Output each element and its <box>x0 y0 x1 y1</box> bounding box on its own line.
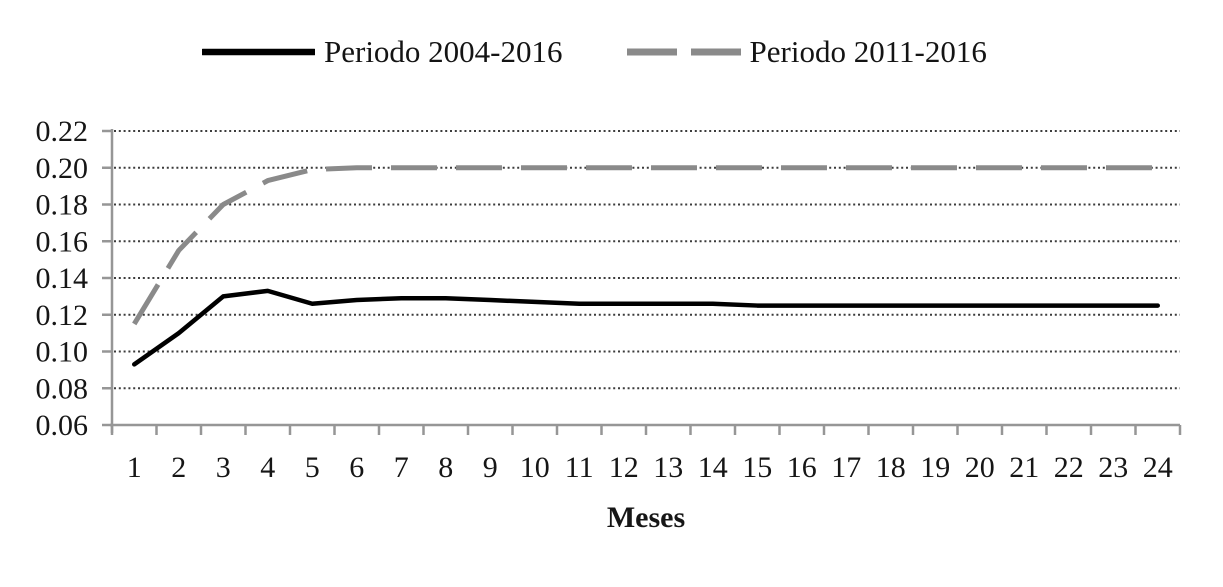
legend-item-periodo-2004-2016: Periodo 2004-2016 <box>202 33 563 71</box>
y-tick-label: 0.22 <box>36 115 89 148</box>
x-tick-label: 9 <box>483 451 498 484</box>
y-tick-label: 0.08 <box>36 372 89 405</box>
x-tick-label: 20 <box>965 451 995 484</box>
series-line-periodo-2011-2016 <box>132 165 1158 326</box>
x-tick-label: 13 <box>653 451 683 484</box>
y-tick-label: 0.18 <box>36 189 89 222</box>
x-tick-label: 15 <box>742 451 772 484</box>
legend-label-periodo-2011-2016: Periodo 2011-2016 <box>749 34 987 69</box>
y-tick-label: 0.20 <box>36 152 89 185</box>
y-tick-label: 0.14 <box>36 262 89 295</box>
x-tick-label: 17 <box>831 451 861 484</box>
legend-item-periodo-2011-2016: Periodo 2011-2016 <box>626 33 987 71</box>
x-tick-label: 14 <box>698 451 728 484</box>
x-tick-label: 5 <box>305 451 320 484</box>
x-tick-label: 19 <box>920 451 950 484</box>
series-line-periodo-2004-2016 <box>132 288 1160 367</box>
x-tick-label: 6 <box>349 451 364 484</box>
x-tick-label: 18 <box>876 451 906 484</box>
y-tick-label: 0.10 <box>36 336 89 369</box>
x-tick-label: 22 <box>1054 451 1084 484</box>
x-tick-label: 23 <box>1098 451 1128 484</box>
legend-swatch-solid-line <box>202 48 315 56</box>
y-tick-label: 0.06 <box>36 409 89 442</box>
x-tick-label: 7 <box>394 451 409 484</box>
x-tick-label: 16 <box>787 451 817 484</box>
x-tick-label: 11 <box>565 451 594 484</box>
x-tick-label: 4 <box>260 451 275 484</box>
chart-legend: Periodo 2004-2016 Periodo 2011-2016 <box>202 33 987 71</box>
x-tick-label: 24 <box>1143 451 1173 484</box>
x-tick-label: 3 <box>216 451 231 484</box>
legend-label-periodo-2004-2016: Periodo 2004-2016 <box>324 34 563 69</box>
x-tick-label: 1 <box>127 451 142 484</box>
x-tick-label: 10 <box>520 451 550 484</box>
x-tick-label: 12 <box>609 451 639 484</box>
y-tick-label: 0.12 <box>36 299 89 332</box>
x-tick-label: 21 <box>1009 451 1039 484</box>
x-tick-label: 8 <box>438 451 453 484</box>
y-tick-label: 0.16 <box>36 225 89 258</box>
legend-swatch-dashed-line <box>626 48 741 56</box>
x-tick-label: 2 <box>171 451 186 484</box>
x-axis-title: Meses <box>607 501 685 534</box>
